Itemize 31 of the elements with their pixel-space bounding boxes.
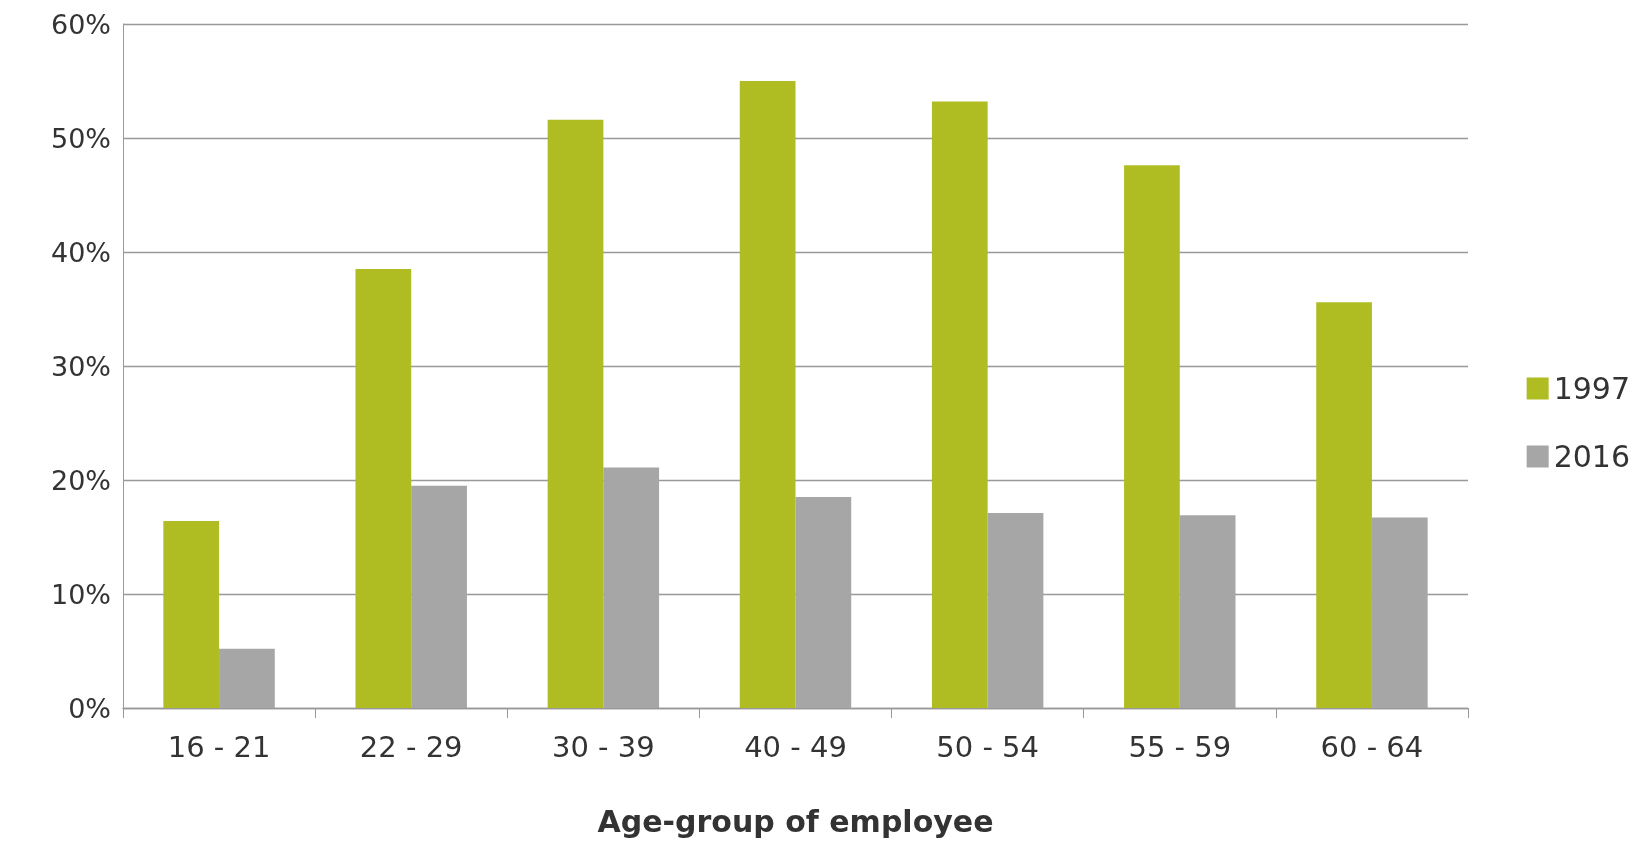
bar [1371,517,1428,708]
bar [219,648,275,708]
x-axis-title: Age-group of employee [597,803,994,839]
y-tick-label: 30% [50,350,111,382]
legend-label: 1997 [1553,371,1631,406]
bar [739,81,796,708]
x-tick-label: 60 - 64 [1320,729,1424,764]
bar [931,101,988,708]
bar [547,119,604,708]
x-tick-label: 30 - 39 [552,729,655,764]
bar [795,497,852,708]
x-tick-label: 50 - 54 [936,729,1039,764]
x-tick-label: 16 - 21 [167,729,271,764]
x-tick-label: 40 - 49 [744,729,847,764]
bar [1179,515,1236,708]
y-tick-label: 0% [68,692,111,724]
bar [355,269,412,708]
x-tick-label: 22 - 29 [359,729,463,764]
y-tick-label: 10% [50,578,111,610]
legend-label: 2016 [1553,439,1631,474]
x-tick-label: 55 - 59 [1128,729,1232,764]
bar [1124,165,1180,708]
bar [987,513,1044,708]
bar [1316,302,1372,708]
y-tick-label: 40% [50,236,111,268]
bar [163,521,220,708]
y-tick-label: 60% [50,8,111,40]
bar [411,485,467,708]
bar [603,467,660,708]
y-tick-label: 20% [50,464,111,496]
y-tick-label: 50% [50,122,111,154]
